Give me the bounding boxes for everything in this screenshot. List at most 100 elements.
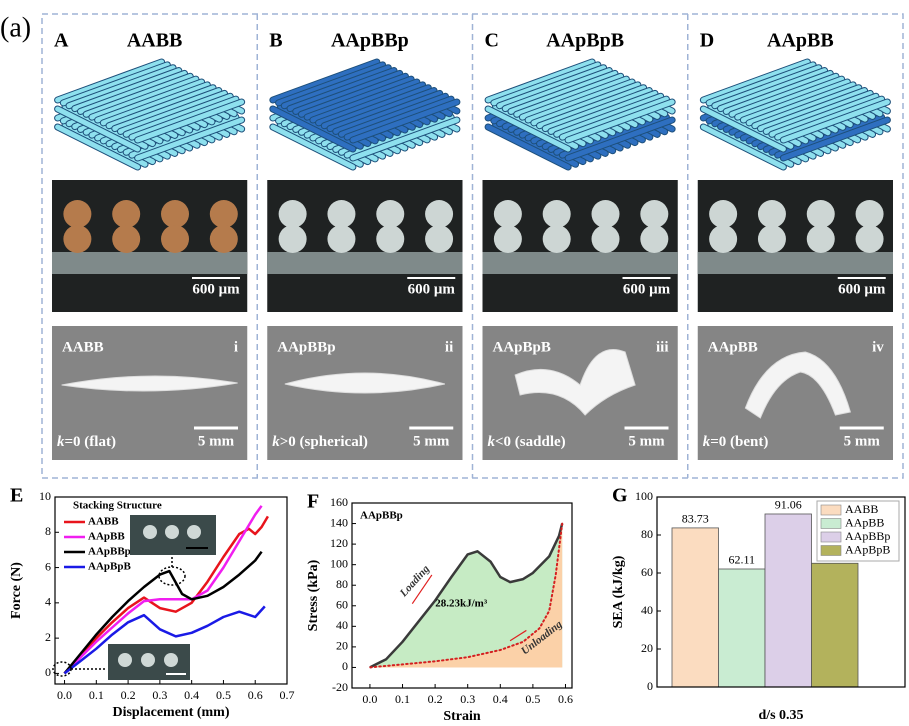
micrograph-fiber — [209, 200, 238, 228]
x-tick-label: 0.4 — [184, 688, 199, 702]
x-tick-label: 0.7 — [280, 688, 295, 702]
rod — [780, 99, 890, 143]
x-tick-label: 0.1 — [395, 692, 410, 706]
scale-label: 5 mm — [844, 433, 881, 449]
rod — [531, 82, 641, 126]
rod — [100, 82, 210, 126]
highlight-circle — [158, 566, 186, 586]
value-label: 91.06 — [775, 498, 802, 512]
plot-frame — [656, 496, 906, 688]
column-title: AABB — [127, 30, 183, 52]
bar — [718, 568, 766, 688]
rod — [89, 76, 199, 120]
rod — [746, 82, 856, 126]
panel-label: (a) — [0, 12, 31, 43]
rod — [293, 70, 403, 114]
micrograph-fiber — [757, 200, 786, 228]
area — [369, 523, 563, 668]
y-tick-label: 40 — [641, 603, 653, 617]
photo-label: AApBB — [708, 339, 758, 355]
micrograph-substrate — [697, 252, 893, 274]
column-title: AApBB — [767, 30, 834, 52]
curvature-symbol: k — [272, 434, 280, 450]
micrograph-fiber — [209, 225, 238, 253]
y-tick-label: 4 — [45, 595, 51, 609]
x-axis-label: Strain — [443, 709, 481, 724]
value-label: 83.73 — [682, 512, 709, 526]
micrograph-substrate — [267, 252, 463, 274]
y-tick-label: 140 — [330, 515, 348, 529]
micrograph-fiber — [542, 225, 571, 253]
line — [63, 505, 263, 675]
inset-feature — [164, 653, 178, 667]
x-tick-label: 0.2 — [428, 692, 443, 706]
rod — [72, 68, 182, 112]
x-tick-label: 0.6 — [248, 688, 263, 702]
column-title: AApBpB — [546, 30, 624, 52]
curvature-text: =0 (flat) — [65, 434, 116, 450]
rod — [559, 96, 669, 140]
rod — [497, 65, 607, 109]
photo-label: AABB — [62, 339, 104, 355]
rod — [735, 76, 845, 120]
photo-index: iii — [656, 339, 669, 355]
bar — [764, 513, 812, 688]
rod — [565, 99, 675, 143]
plot-label: AApBBp — [360, 510, 403, 522]
x-tick-label: 0.4 — [493, 692, 508, 706]
rod — [502, 68, 612, 112]
micrograph-fiber — [806, 225, 835, 253]
curvature-text: =0 (bent) — [710, 434, 768, 450]
micrograph-fiber — [63, 200, 92, 228]
legend-label: AApBB — [88, 531, 125, 543]
micrograph-fiber — [327, 200, 356, 228]
photo — [697, 326, 893, 460]
legend-swatch — [820, 518, 842, 529]
y-tick-label: 80 — [641, 527, 653, 541]
inset-feature — [187, 525, 201, 539]
curve-arrow — [509, 629, 527, 642]
rod — [769, 93, 879, 137]
micrograph-fiber — [493, 200, 522, 228]
rod — [344, 114, 454, 158]
rod — [55, 124, 141, 170]
x-tick-label: 0.3 — [460, 692, 475, 706]
y-tick-label: 20 — [641, 641, 653, 655]
y-tick-label: 10 — [39, 489, 51, 503]
scale-label: 5 mm — [413, 433, 450, 449]
line — [63, 605, 266, 675]
x-tick-label: 0.3 — [152, 688, 167, 702]
rod — [298, 73, 408, 117]
micrograph-fiber — [376, 200, 405, 228]
column-title: AApBBp — [331, 30, 409, 52]
y-tick-label: 60 — [641, 565, 653, 579]
rod — [519, 76, 629, 120]
area — [369, 523, 563, 668]
rod — [333, 90, 443, 134]
photo-curvature: k>0 (spherical) — [272, 434, 368, 450]
photo-index: iv — [872, 339, 884, 355]
micrograph-fiber — [425, 200, 454, 228]
curvature-symbol: k — [703, 434, 711, 450]
y-tick-label: 120 — [330, 536, 348, 550]
rod — [554, 93, 664, 137]
rod — [763, 90, 873, 134]
rod — [542, 88, 652, 132]
specimen — [514, 348, 636, 416]
inset-feature — [165, 525, 179, 539]
scale-label: 5 mm — [198, 433, 235, 449]
legend-swatch — [820, 545, 842, 556]
rod — [514, 73, 624, 117]
rod — [700, 124, 786, 170]
rod — [135, 99, 245, 143]
micrograph-fiber — [855, 200, 884, 228]
column-letter: B — [269, 30, 282, 52]
rod — [117, 90, 227, 134]
curvature-text: <0 (saddle) — [495, 434, 566, 450]
legend-label: AApBBp — [845, 529, 890, 543]
rod — [712, 65, 822, 109]
rod — [548, 90, 658, 134]
specimen — [284, 372, 446, 394]
y-tick-label: 0 — [342, 659, 348, 673]
rod — [752, 85, 862, 129]
